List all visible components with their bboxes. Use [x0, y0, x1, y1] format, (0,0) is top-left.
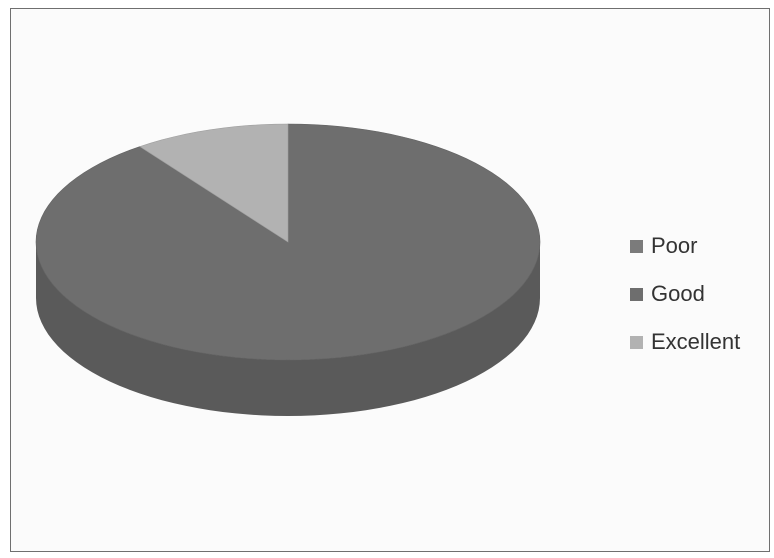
chart-legend: Poor Good Excellent [630, 222, 770, 366]
legend-swatch-good [630, 287, 643, 301]
legend-label-excellent: Excellent [651, 329, 741, 354]
legend-swatch-poor [630, 239, 643, 253]
legend-label-poor: Poor [651, 233, 698, 258]
pie-slice-excellent [139, 123, 289, 243]
pie-side-good [36, 242, 540, 416]
legend-swatch-excellent [630, 335, 643, 349]
legend-item-excellent: Excellent [630, 318, 770, 366]
legend-label-good: Good [651, 281, 705, 306]
legend-item-good: Good [630, 270, 770, 318]
legend-item-poor: Poor [630, 222, 770, 270]
